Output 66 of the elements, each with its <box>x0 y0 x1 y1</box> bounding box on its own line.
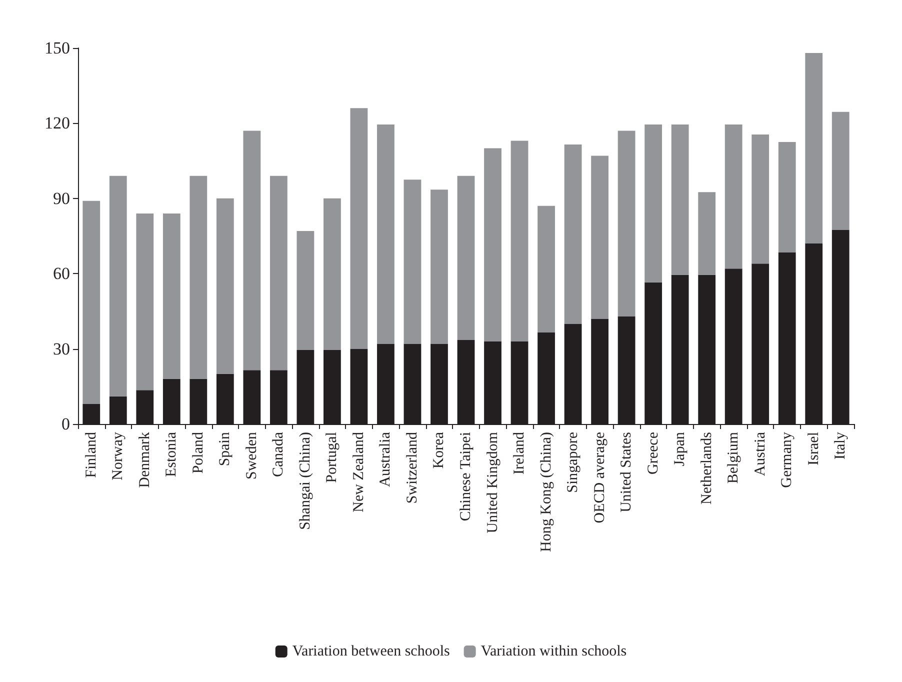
x-tick-label: Germany <box>779 432 796 488</box>
x-tick-label: Greece <box>645 432 662 474</box>
x-tick-label: United Kingdom <box>484 432 501 534</box>
bar <box>109 176 127 396</box>
bar <box>162 213 180 379</box>
x-tick-label: Korea <box>431 432 448 469</box>
x-tick-label: Italy <box>832 432 849 460</box>
y-tick-label: 60 <box>53 264 70 284</box>
x-tick-label: Sweden <box>244 432 260 480</box>
bar <box>457 176 475 340</box>
x-tick-label: New Zealand <box>350 432 367 512</box>
bar <box>752 134 770 264</box>
y-tick-label: 150 <box>44 38 70 58</box>
bar <box>644 124 662 282</box>
bar <box>404 180 422 344</box>
x-tick-label: OECD average <box>592 432 608 524</box>
bar <box>82 200 100 404</box>
legend-label: Variation within schools <box>480 644 627 660</box>
x-tick-label: Poland <box>190 432 206 474</box>
x-tick-label: Spain <box>217 432 234 466</box>
x-tick-label: Finland <box>83 432 100 478</box>
x-tick-label: Netherlands <box>698 432 715 504</box>
bar <box>778 142 796 252</box>
x-tick-label: Norway <box>110 432 126 480</box>
bar <box>564 144 582 324</box>
x-tick-label: Singapore <box>565 432 582 493</box>
x-tick-label: Shangai (China) <box>297 432 314 530</box>
bar <box>832 112 850 230</box>
x-tick-label: Belgium <box>726 432 742 484</box>
x-tick-label: Japan <box>672 432 688 466</box>
bar <box>538 206 555 333</box>
bar <box>618 130 636 316</box>
bar <box>296 230 314 350</box>
bar <box>805 53 823 244</box>
x-tick-label: Israel <box>806 432 822 466</box>
x-tick-label: Ireland <box>512 432 528 474</box>
bar <box>243 130 261 370</box>
bar <box>324 198 341 350</box>
bar <box>430 190 448 344</box>
bar <box>190 176 208 379</box>
x-tick-label: Australia <box>378 432 394 487</box>
y-tick-label: 30 <box>53 339 70 358</box>
x-tick-label: Denmark <box>136 432 153 488</box>
bar <box>270 176 288 370</box>
x-tick-label: Portugal <box>324 432 340 483</box>
x-tick-label: Estonia <box>164 432 180 477</box>
bar <box>350 108 368 349</box>
y-tick-label: 90 <box>53 188 70 208</box>
bar <box>484 148 502 342</box>
bar <box>698 192 716 275</box>
bar <box>591 156 608 319</box>
bar <box>216 198 234 374</box>
x-tick-label: Chinese Taipei <box>458 432 474 522</box>
x-tick-label: Switzerland <box>404 432 420 504</box>
bar <box>671 124 689 275</box>
bar <box>136 213 154 390</box>
x-tick-label: United States <box>618 432 635 512</box>
bar <box>510 140 528 342</box>
y-tick-label: 0 <box>62 414 70 434</box>
y-tick-label: 120 <box>44 114 70 133</box>
legend-label: Variation between schools <box>292 644 450 660</box>
x-tick-label: Austria <box>752 432 768 476</box>
bar <box>724 124 742 269</box>
x-tick-label: Canada <box>270 432 287 477</box>
bar <box>377 124 394 344</box>
x-tick-label: Hong Kong (China) <box>538 432 554 552</box>
